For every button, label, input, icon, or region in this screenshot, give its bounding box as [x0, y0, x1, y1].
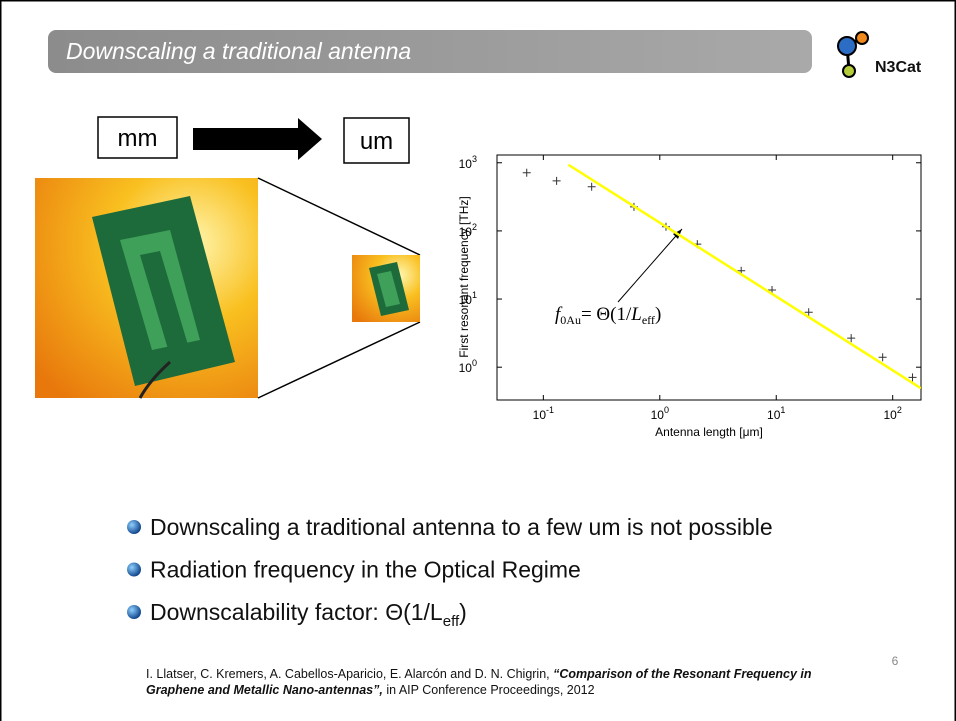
bullet-part: Downscalability factor: Θ(1/L [150, 599, 443, 625]
logo-text: N3Cat [875, 59, 922, 76]
scale-from: mm [118, 125, 158, 152]
citation: I. Llatser, C. Kremers, A. Cabellos-Apar… [146, 666, 846, 698]
tick-exp: 0 [664, 405, 669, 415]
bullet-part: Downscaling a traditional antenna to a f… [150, 514, 773, 540]
bullet-dot [127, 605, 141, 619]
bullet-dot [127, 563, 141, 577]
bullet-text: Radiation frequency in the Optical Regim… [150, 557, 581, 583]
annotation-part: = Θ(1/ [581, 304, 632, 325]
tick-base: 10 [459, 293, 473, 307]
tick-base: 10 [459, 361, 473, 375]
x-tick-label: 101 [767, 405, 785, 422]
citation-authors: I. Llatser, C. Kremers, A. Cabellos-Apar… [146, 667, 553, 681]
x-tick-label: 100 [651, 405, 669, 422]
antenna-photo-small [352, 255, 420, 322]
annotation-part: eff [642, 313, 655, 327]
scale-to: um [360, 128, 393, 155]
y-tick-label: 103 [459, 154, 477, 171]
zoom-line [258, 178, 420, 255]
tick-base: 10 [533, 408, 547, 422]
x-tick-label: 102 [884, 405, 902, 422]
plot-frame [497, 155, 921, 400]
tick-exp: 2 [472, 222, 477, 232]
y-axis-label: First resonant frequency [THz] [457, 196, 471, 357]
tick-exp: -1 [546, 405, 554, 415]
bullet-text: Downscaling a traditional antenna to a f… [150, 514, 773, 540]
zoom-line [258, 322, 420, 398]
logo: N3Cat [838, 32, 922, 77]
y-tick-label: 101 [459, 290, 477, 307]
x-axis-label: Antenna length [μm] [655, 425, 763, 439]
tick-exp: 0 [472, 358, 477, 368]
x-tick-label: 10-1 [533, 405, 554, 422]
bullet-text: Downscalability factor: Θ(1/Leff) [150, 599, 467, 630]
slide: Downscaling a traditional antenna N3Cat … [0, 0, 956, 721]
tick-exp: 3 [472, 154, 477, 164]
y-tick-label: 100 [459, 358, 477, 375]
annotation-part: ) [655, 304, 661, 325]
citation-source: in AIP Conference Proceedings, 2012 [383, 683, 595, 697]
bullet-part: ) [459, 599, 467, 625]
tick-exp: 1 [472, 290, 477, 300]
tick-base: 10 [651, 408, 665, 422]
tick-base: 10 [884, 408, 898, 422]
annotation-part: 0Au [560, 313, 581, 327]
tick-exp: 1 [780, 405, 785, 415]
annotation-part: L [630, 304, 642, 325]
header-title: Downscaling a traditional antenna [66, 38, 411, 64]
tick-base: 10 [767, 408, 781, 422]
bullet-dot [127, 520, 141, 534]
slide-canvas: Downscaling a traditional antenna N3Cat … [0, 0, 956, 721]
scale-arrow [193, 118, 322, 160]
bullet-part: Radiation frequency in the Optical Regim… [150, 557, 581, 583]
y-tick-label: 102 [459, 222, 477, 239]
tick-exp: 2 [897, 405, 902, 415]
tick-base: 10 [459, 225, 473, 239]
page-number: 6 [892, 654, 899, 668]
bullet-part: eff [443, 613, 460, 630]
antenna-photo [35, 178, 258, 398]
tick-base: 10 [459, 157, 473, 171]
